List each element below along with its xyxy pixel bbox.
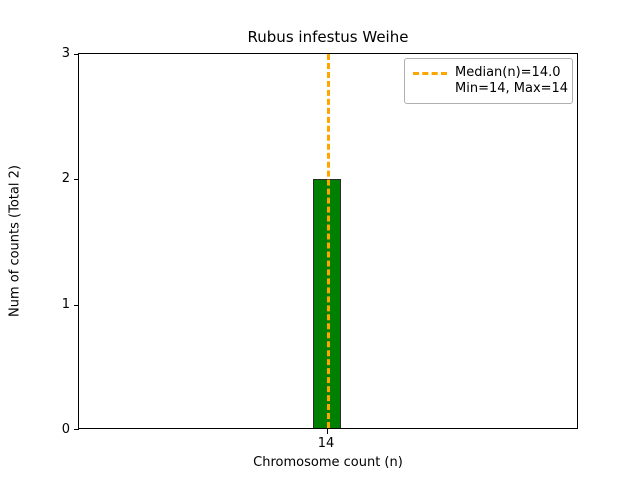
- y-axis-label-container: Num of counts (Total 2): [0, 53, 30, 429]
- y-tick-mark-2: [74, 179, 79, 181]
- y-tick-mark-0: [74, 429, 79, 430]
- dashed-line-icon: [413, 65, 447, 80]
- y-tick-label-3: 3: [61, 46, 70, 61]
- chart-title: Rubus infestus Weihe: [247, 28, 409, 46]
- y-tick-label-0: 0: [61, 422, 70, 437]
- y-tick-mark-1: [74, 304, 79, 306]
- y-tick-mark-3: [74, 54, 79, 55]
- plot-area: [74, 53, 578, 434]
- median-line: [327, 54, 330, 428]
- x-axis-label: Chromosome count (n): [253, 455, 403, 470]
- y-tick-label-2: 2: [61, 171, 70, 186]
- legend-entry-median: Median(n)=14.0 Min=14, Max=14: [413, 65, 568, 97]
- y-axis-label: Num of counts (Total 2): [7, 165, 23, 317]
- legend-entry-texts: Median(n)=14.0 Min=14, Max=14: [455, 65, 568, 97]
- x-tick-mark-14: [327, 429, 328, 434]
- legend-label-median: Median(n)=14.0: [455, 65, 561, 80]
- x-tick-label-14: 14: [317, 436, 335, 451]
- legend-label-range: Min=14, Max=14: [455, 81, 569, 96]
- y-tick-label-1: 1: [61, 297, 70, 312]
- plot-inner: [79, 54, 577, 428]
- legend[interactable]: Median(n)=14.0 Min=14, Max=14: [404, 58, 573, 104]
